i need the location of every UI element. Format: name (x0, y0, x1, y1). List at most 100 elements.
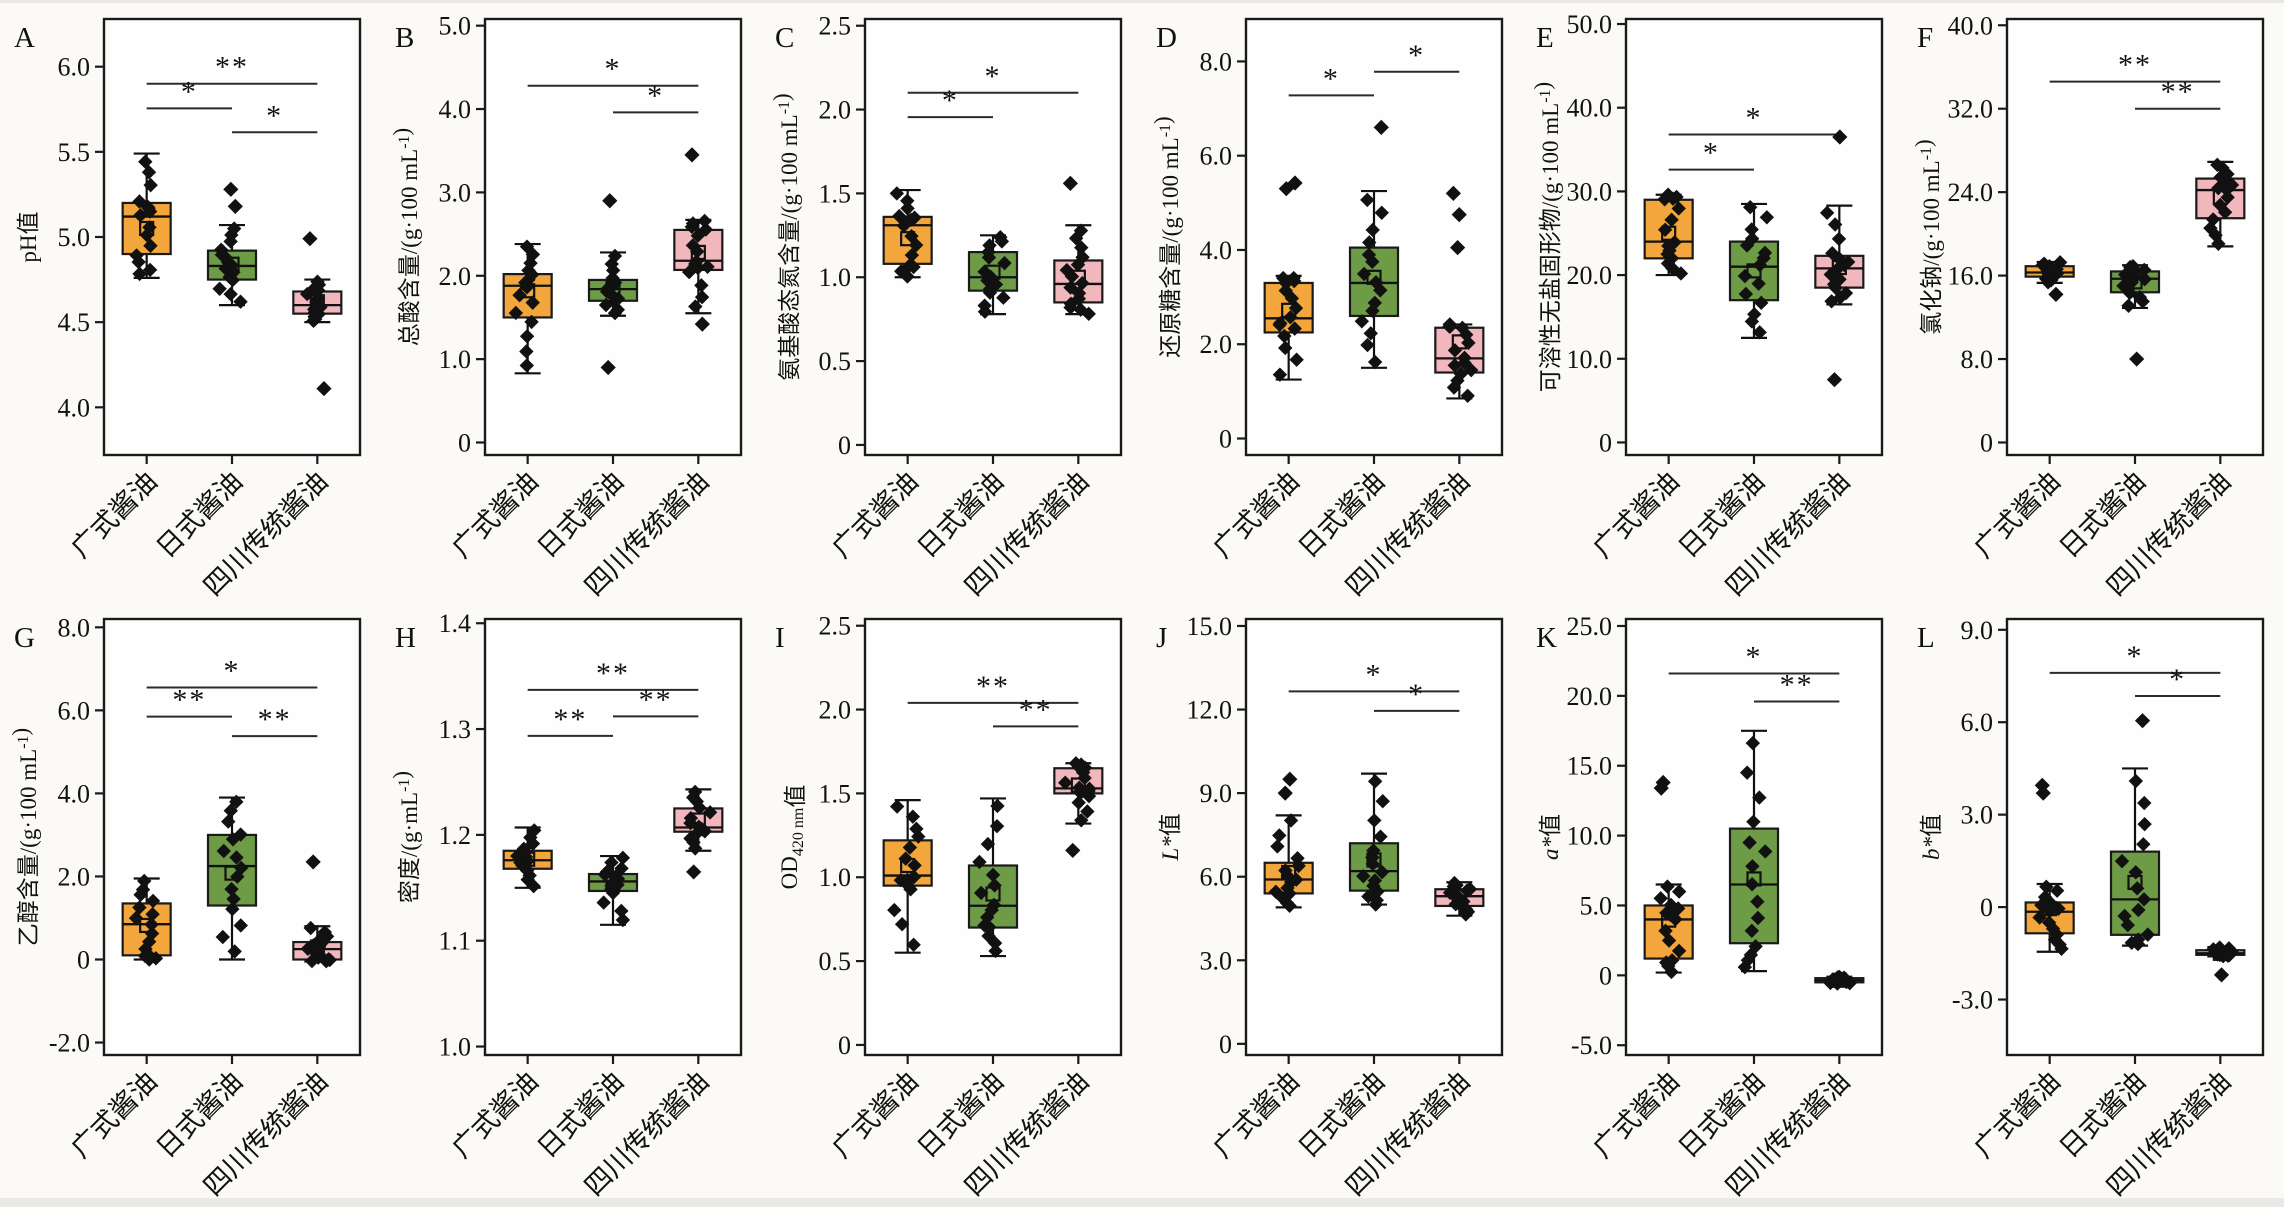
boxplot-group-2 (1814, 969, 1865, 991)
mean-marker (309, 939, 325, 955)
mean-marker (900, 857, 916, 874)
mean-marker (1746, 263, 1762, 279)
data-point (615, 912, 630, 928)
significance-label: ** (2161, 76, 2195, 109)
data-point (2203, 220, 2218, 236)
boxplot-group-1 (587, 193, 638, 376)
data-point (132, 266, 147, 282)
data-point (1748, 939, 1764, 954)
significance-label: * (1703, 137, 1720, 170)
data-point (2205, 212, 2221, 227)
significance-label: ** (258, 703, 292, 736)
data-point (1751, 276, 1767, 291)
significance-label: ** (553, 703, 587, 736)
data-point (2135, 294, 2150, 309)
data-point (986, 867, 1001, 883)
y-tick-label: 6.0 (1199, 863, 1232, 892)
boxplot-group-1 (206, 794, 258, 961)
data-point (2217, 205, 2233, 220)
data-point (233, 918, 248, 933)
data-point (1664, 212, 1680, 228)
y-tick-label: 8.0 (1199, 47, 1232, 76)
y-tick-label: 4.0 (58, 393, 91, 422)
y-axis-label: 还原糖含量/(g·100 mL-1) (1150, 116, 1183, 357)
data-point (221, 814, 236, 829)
data-point (213, 242, 229, 257)
y-tick-label: 1.2 (438, 821, 471, 850)
plot-frame (2005, 17, 2265, 457)
data-point (148, 951, 164, 966)
mean-marker (2212, 189, 2228, 205)
y-axis-label: L*值 (1158, 813, 1183, 861)
y-tick-label: 2.5 (819, 612, 852, 641)
data-point (1367, 873, 1382, 888)
outlier-point (1827, 372, 1843, 388)
data-point (2052, 255, 2068, 270)
panel-letter: H (395, 622, 416, 654)
y-axis-label: a*值 (1538, 814, 1563, 860)
outlier-point (302, 231, 318, 247)
y-tick-label: -3.0 (1952, 986, 1993, 1015)
significance-label: * (224, 655, 241, 688)
outlier-point (694, 316, 710, 332)
y-tick-label: 4.0 (1199, 236, 1232, 265)
mean-marker (690, 812, 706, 828)
data-point (905, 809, 921, 824)
panel-letter: I (775, 622, 785, 654)
data-point (687, 299, 703, 314)
mean-marker (1070, 269, 1087, 285)
data-point (1354, 314, 1369, 329)
data-point (1661, 187, 1676, 202)
data-point (2124, 275, 2139, 290)
data-point (988, 277, 1004, 292)
boxplot-group-1 (587, 850, 638, 928)
data-point (613, 903, 629, 919)
x-category-label: 广式酱油 (1968, 1066, 2066, 1164)
y-tick-label: 0 (838, 431, 851, 460)
significance-label: * (942, 84, 959, 117)
y-tick-label: 6.0 (58, 53, 91, 82)
boxplot-group-2 (2195, 157, 2246, 251)
data-point (1447, 343, 1462, 358)
panel-D: D 0 2.0 4.0 6.0 8.0 广式酱油 日式酱油 四川传统酱油 还原糖含量/(g·100… (1141, 3, 1523, 603)
panel-letter: L (1917, 622, 1935, 654)
mean-marker (2127, 274, 2143, 290)
data-point (1745, 923, 1760, 938)
x-category-label: 广式酱油 (65, 466, 163, 564)
y-tick-label: 20.0 (1567, 682, 1613, 711)
data-point (2221, 941, 2237, 956)
significance-label: ** (215, 51, 249, 84)
y-tick-label: 40.0 (1947, 11, 1993, 40)
boxplot-group-2 (1434, 875, 1485, 922)
mean-marker (1070, 777, 1087, 793)
y-tick-label: 1.0 (819, 863, 852, 892)
outlier-point (1653, 780, 1670, 796)
data-point (1460, 335, 1476, 351)
x-category-label: 广式酱油 (1207, 1066, 1305, 1164)
significance-label: ** (976, 670, 1010, 703)
data-point (2114, 853, 2130, 869)
data-point (2041, 915, 2057, 930)
outlier-point (1277, 785, 1293, 801)
data-point (2039, 879, 2054, 894)
panel-letter: F (1917, 22, 1933, 54)
mean-marker (1366, 269, 1382, 285)
y-tick-label: 0 (1980, 893, 1993, 922)
outlier-point (683, 147, 700, 163)
y-tick-label: 1.5 (819, 179, 852, 208)
significance-label: ** (596, 657, 630, 690)
outlier-point (2213, 967, 2230, 983)
y-axis-label: 总酸含量/(g·100 mL-1) (389, 128, 422, 346)
y-tick-label: 6.0 (1960, 708, 1993, 737)
y-tick-label: 5.0 (438, 12, 471, 41)
y-tick-label: 12.0 (1186, 696, 1232, 725)
y-tick-label: 1.4 (438, 609, 471, 638)
mean-marker (900, 231, 916, 247)
data-point (1745, 859, 1760, 874)
data-point (2130, 932, 2146, 947)
boxplot-group-0 (2024, 777, 2075, 956)
mean-marker (604, 875, 621, 892)
mean-marker (1280, 864, 1297, 881)
